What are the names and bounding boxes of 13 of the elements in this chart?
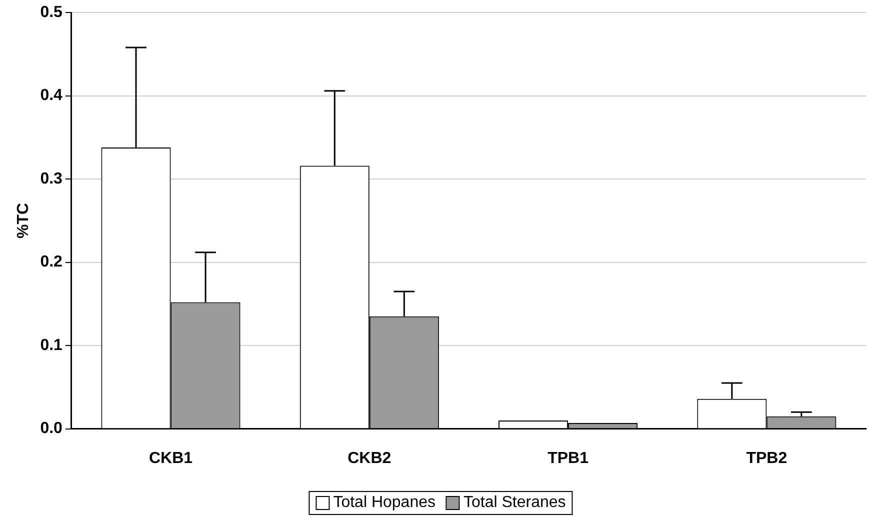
y-tick-label: 0.2	[40, 254, 63, 271]
legend-label: Total Hopanes	[333, 494, 436, 512]
x-tick-label: TPB1	[548, 450, 589, 467]
y-tick-label: 0.5	[40, 4, 63, 22]
x-tick-label: CKB2	[348, 450, 392, 467]
y-tick-label: 0.1	[40, 336, 63, 354]
legend-label: Total Steranes	[464, 494, 566, 512]
x-tick-label: CKB1	[148, 450, 193, 467]
y-tick-label: 0.3	[40, 170, 63, 188]
y-tick-label: 0.4	[40, 87, 63, 104]
y-tick-label: 0.0	[40, 420, 63, 438]
x-tick-label: TPB2	[746, 450, 788, 467]
y-axis-title: %TC	[15, 202, 32, 238]
